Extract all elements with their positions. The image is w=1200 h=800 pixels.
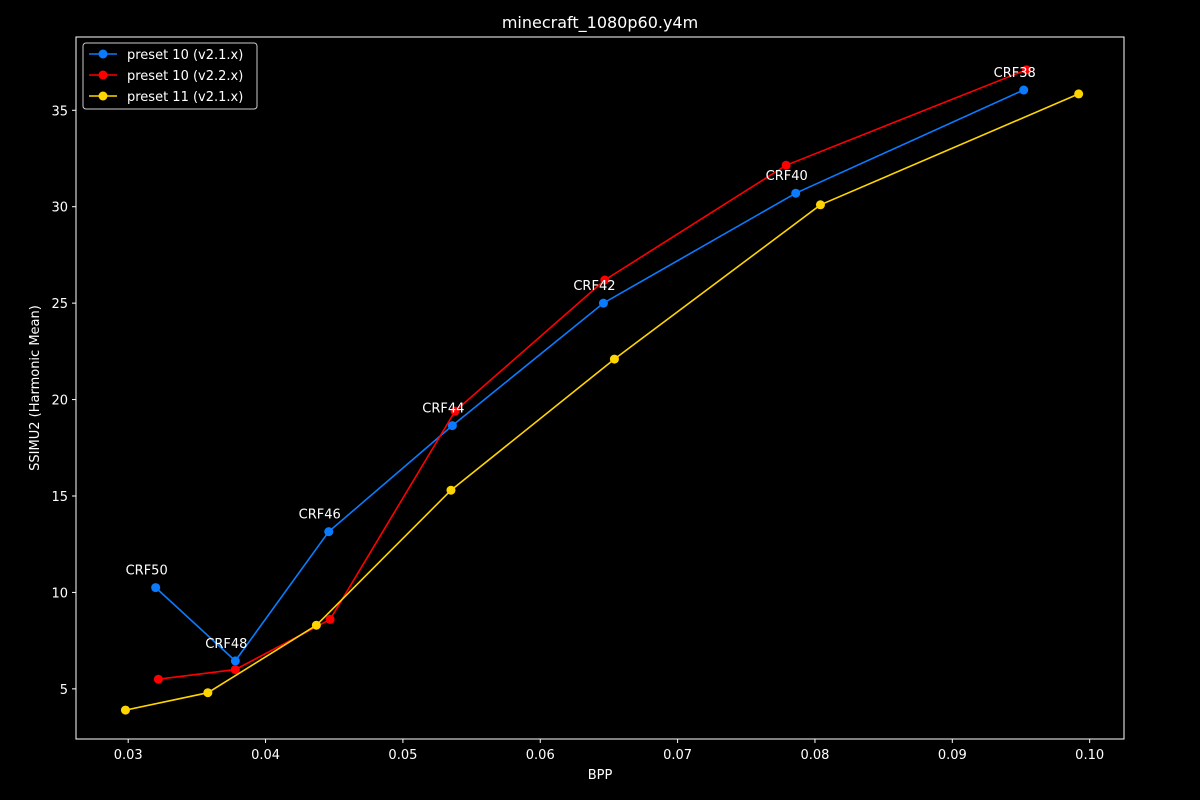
crf-annotation: CRF44 [422, 402, 464, 417]
series-3-point [1074, 89, 1084, 99]
legend-marker-1 [98, 49, 108, 59]
y-tick-label: 5 [60, 683, 68, 698]
crf-annotation: CRF48 [205, 637, 247, 652]
y-tick-label: 30 [51, 201, 68, 216]
x-tick-label: 0.09 [938, 748, 967, 763]
chart-title: minecraft_1080p60.y4m [502, 13, 698, 33]
x-tick-label: 0.10 [1075, 748, 1104, 763]
series-2-point [153, 674, 163, 684]
plot-area: 0.03 0.04 0.05 0.06 0.07 0.08 0.09 0.10 5 10 15 20 2… [51, 36, 1125, 763]
crf-annotation: CRF46 [299, 508, 341, 523]
series-1-point [230, 656, 240, 666]
series-1-point [791, 188, 801, 198]
crf-annotation: CRF40 [766, 169, 808, 184]
x-tick-label: 0.04 [251, 748, 280, 763]
x-tick-label: 0.03 [114, 748, 143, 763]
y-tick-label: 10 [51, 586, 68, 601]
series-2-point [325, 614, 335, 624]
legend-label-1: preset 10 (v2.1.x) [127, 48, 243, 63]
x-tick-label: 0.06 [526, 748, 555, 763]
series-2-point [450, 406, 460, 416]
series-1-point [1019, 85, 1029, 95]
series-3-point [609, 354, 619, 364]
y-tick-label: 15 [51, 490, 68, 505]
x-tick-label: 0.07 [663, 748, 692, 763]
series-2-point [230, 665, 240, 675]
series-2-point [781, 160, 791, 170]
series-3-point [311, 620, 321, 630]
y-axis-label: SSIMU2 (Harmonic Mean) [28, 305, 43, 471]
series-3-point [446, 485, 456, 495]
plot-frame [75, 36, 1125, 740]
legend-box [82, 42, 258, 110]
crf-annotation: CRF42 [573, 279, 615, 294]
y-tick-label: 25 [51, 297, 68, 312]
legend-label-3: preset 11 (v2.1.x) [127, 90, 243, 105]
x-axis-label: BPP [588, 768, 613, 783]
legend-marker-2 [98, 70, 108, 80]
y-tick-label: 35 [51, 104, 68, 119]
series-2-point [600, 275, 610, 285]
legend-marker-3 [98, 91, 108, 101]
series-1-point [598, 298, 608, 308]
series-3-point [815, 200, 825, 210]
series-3-point [203, 688, 213, 698]
series-1-point [447, 421, 457, 431]
crf-annotation: CRF50 [126, 564, 168, 579]
crf-annotation: CRF38 [994, 66, 1036, 81]
series-1-point [324, 527, 334, 537]
series-2-point [1021, 65, 1031, 75]
y-tick-label: 20 [51, 394, 68, 409]
x-tick-label: 0.08 [800, 748, 829, 763]
series-3-point [120, 705, 130, 715]
x-tick-label: 0.05 [388, 748, 417, 763]
legend-label-2: preset 10 (v2.2.x) [127, 69, 243, 84]
series-1-point [151, 583, 161, 593]
